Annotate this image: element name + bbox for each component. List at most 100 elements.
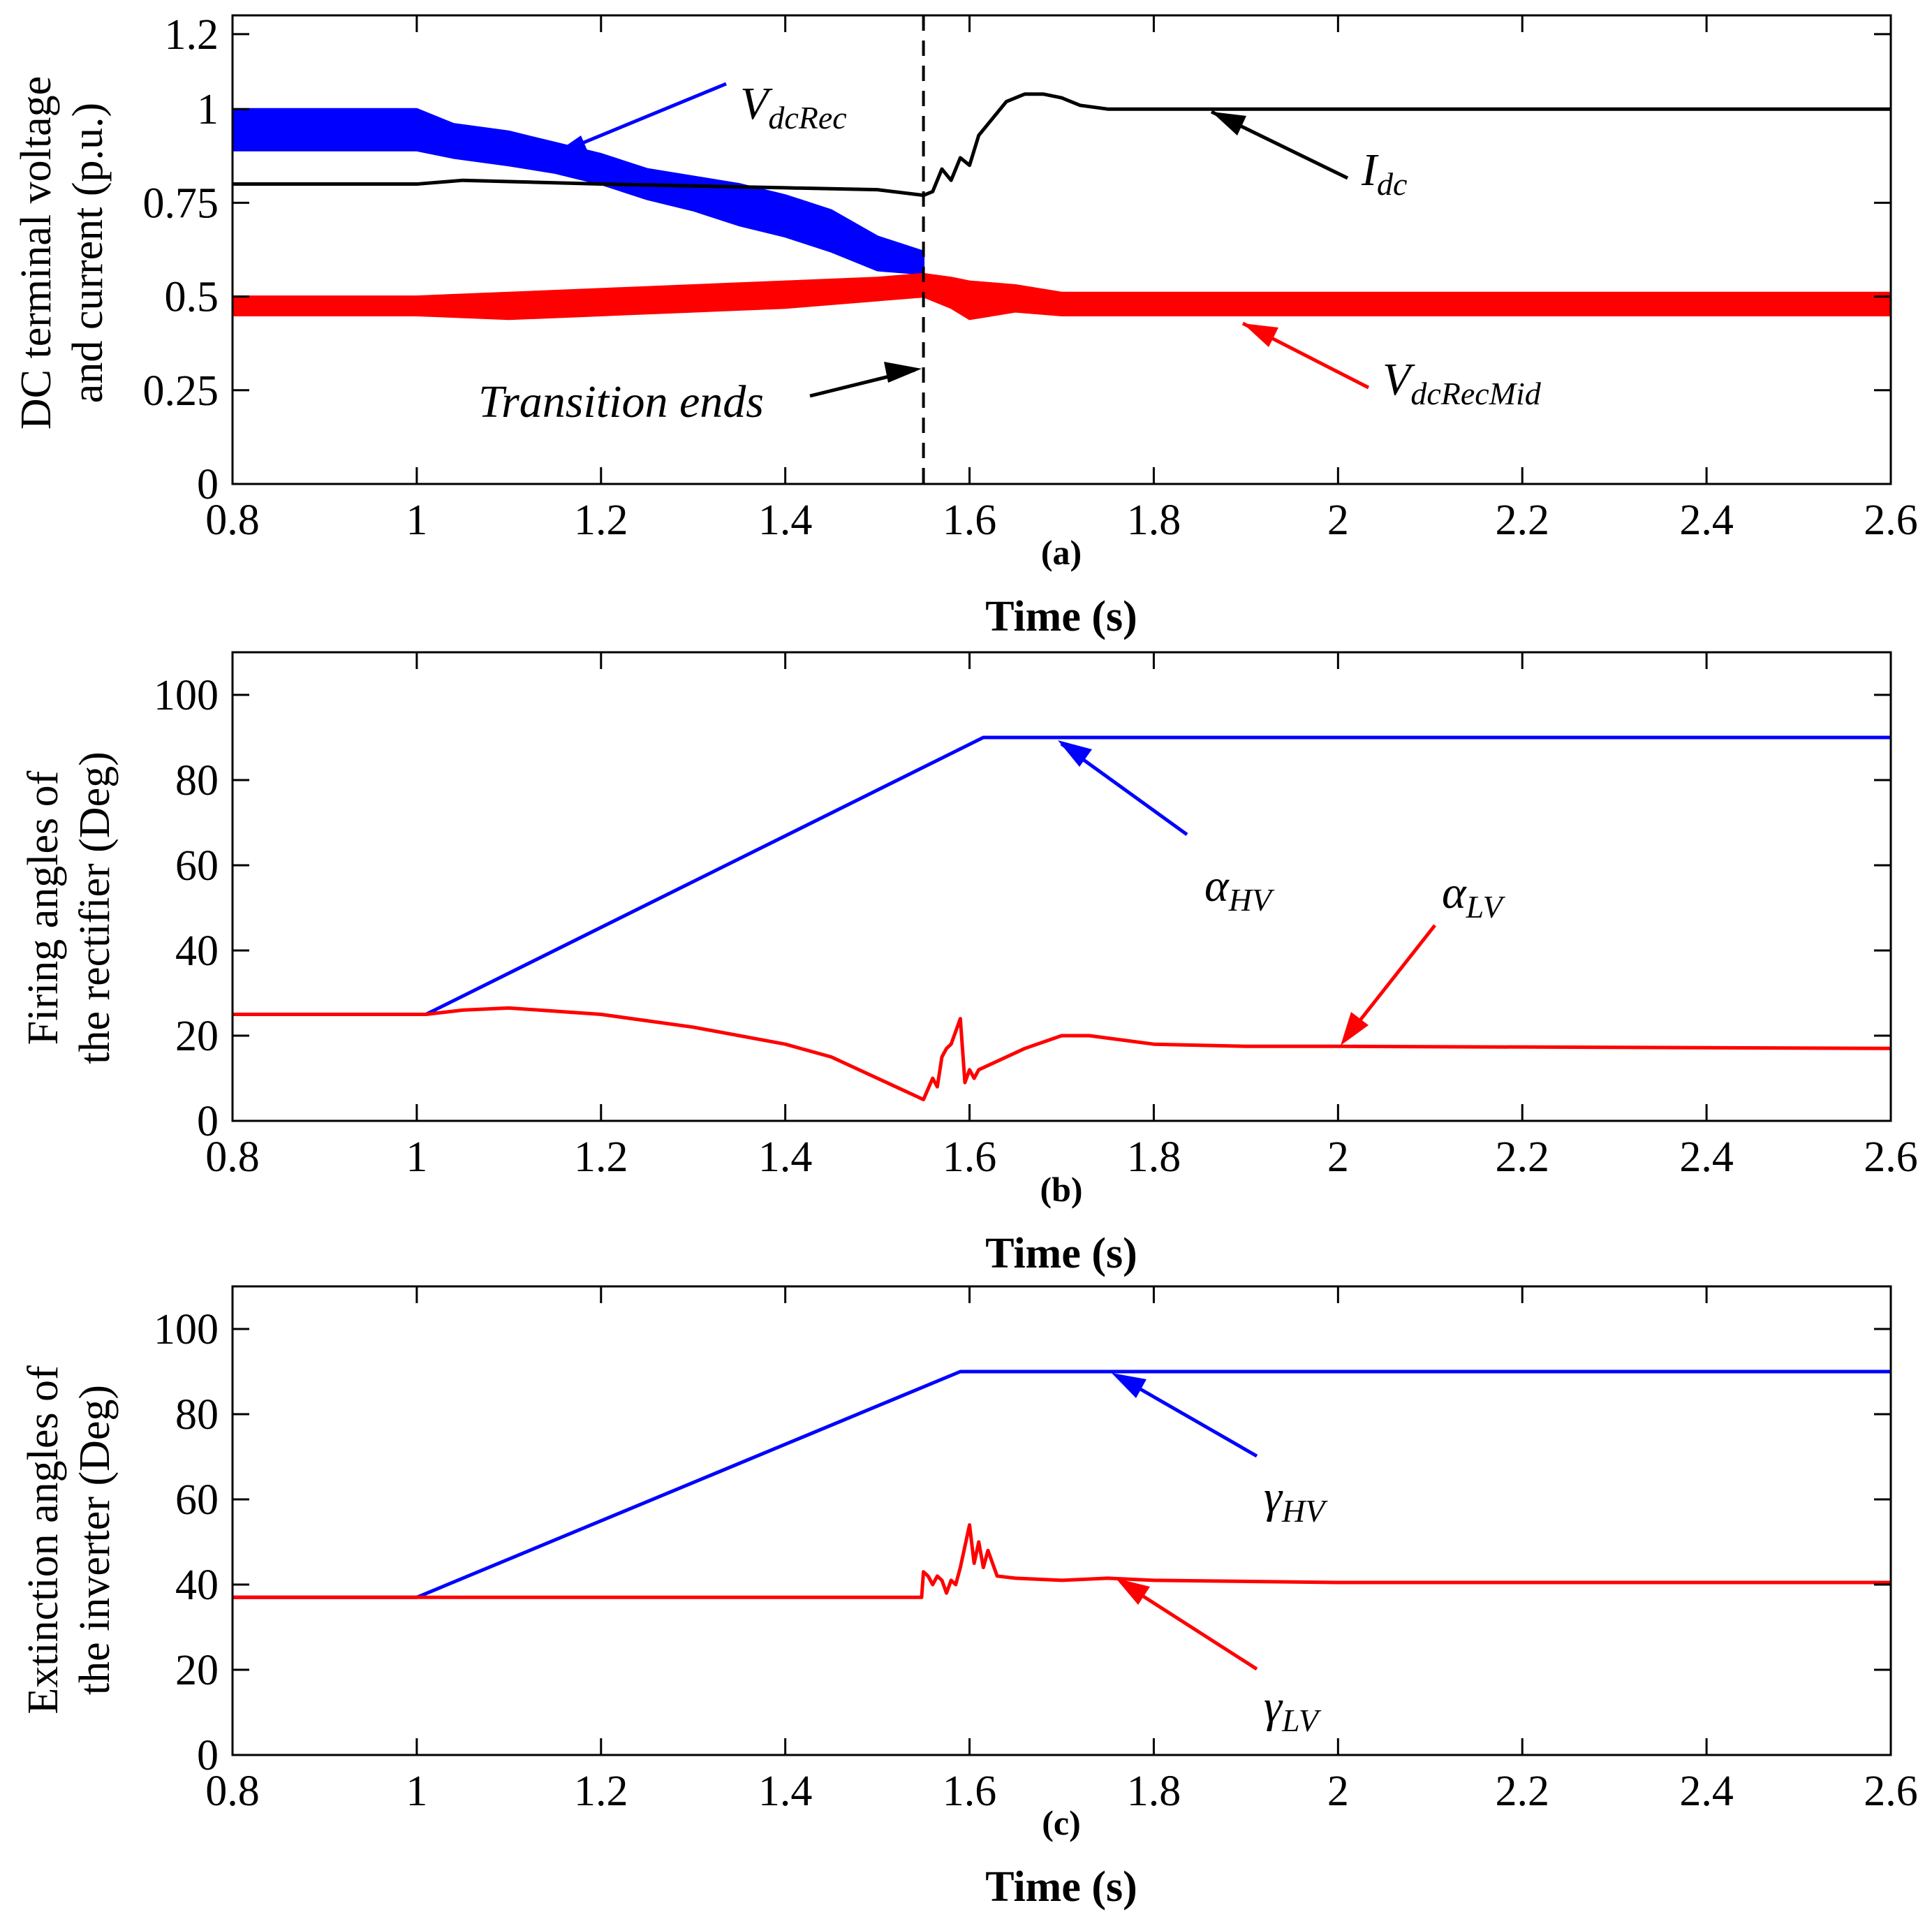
idc-series [233,92,1891,198]
gamma-lv-label-sub: LV [1281,1703,1322,1738]
transition-ends-label: Transition ends [478,376,764,427]
panel-b-x-axis-label: Time (s) [985,1230,1137,1277]
panel-a-x-tick-label: 0.8 [205,497,260,544]
transition-ends-arrowhead [884,362,922,383]
panel-a-x-tick-label: 2 [1327,497,1349,544]
panel-a: 0.8 1 1.2 1.4 1.6 1.8 2 2.2 2.4 2.6 0 0.25 0.5 0.75 1 1… [13,11,1918,640]
vdcrec-label: VdcRec [740,78,847,135]
panel-b-x-tick-label: 1.6 [943,1133,997,1181]
panel-c-label: (c) [1042,1803,1081,1842]
panel-b-x-tick-label: 2 [1327,1133,1349,1181]
panel-c-x-axis-label: Time (s) [985,1863,1137,1911]
panel-c-plot-area [233,1369,1891,1599]
panel-c-x-tick-label: 1.4 [758,1768,813,1815]
gamma-lv-series [233,1523,1891,1599]
vdcrec-arrowhead [552,135,589,156]
panel-a-y-axis-label-line2: and current (p.u.) [64,103,112,403]
panel-a-label: (a) [1041,533,1082,572]
panel-a-x-tick-label: 2.2 [1495,497,1549,544]
panel-a-x-tick-label: 1.6 [943,497,997,544]
idc-label-sub: dc [1377,166,1407,202]
panel-a-plot-area [231,15,1892,484]
panel-b-x-tick-label: 2.4 [1679,1133,1734,1181]
panel-c-x-tick-label: 1.8 [1127,1768,1181,1815]
panel-c-x-tick-label: 2.2 [1495,1768,1549,1815]
panel-b-y-tick-label: 60 [175,842,219,890]
panel-b-x-tick-label: 1.8 [1127,1133,1181,1181]
gamma-lv-label: γLV [1264,1681,1322,1738]
alpha-lv-label: αLV [1442,867,1506,925]
gamma-hv-arrowhead [1112,1373,1146,1398]
panel-b-y-tick-label: 20 [175,1013,219,1060]
panel-b-y-tick-label: 40 [175,927,219,975]
panel-a-y-tick-label: 1.2 [165,11,219,59]
panel-a-ticks: 0.8 1 1.2 1.4 1.6 1.8 2 2.2 2.4 2.6 0 0.25 0.5 0.75 1 1… [143,11,1918,544]
panel-c-axes-box [231,1285,1892,1756]
panel-c-x-tick-label: 1.2 [574,1768,628,1815]
panel-a-y-tick-label: 0 [197,461,219,508]
panel-c-x-tick-label: 1.6 [943,1768,997,1815]
gamma-hv-label-sub: HV [1281,1493,1328,1529]
panel-b-y-axis-label-line1: Firing angles of [20,770,67,1045]
alpha-hv-label: αHV [1204,860,1275,918]
panel-b-x-tick-label: 2.6 [1864,1133,1918,1181]
panel-a-x-tick-label: 2.4 [1679,497,1734,544]
vdcrec-label-sub: dcRec [768,100,846,135]
panel-a-y-axis-label-line1: DC terminal voltage [13,76,60,429]
panel-b-y-axis-label-line2: the rectifier (Deg) [71,751,119,1064]
panel-a-x-tick-label: 1.8 [1127,497,1181,544]
idc-label: Idc [1361,145,1407,202]
vdcrec-label-main: V [740,78,773,129]
panel-c-y-axis-label-line2: the inverter (Deg) [71,1385,119,1695]
panel-c-x-tick-label: 2.6 [1864,1768,1918,1815]
gamma-hv-series [233,1369,1891,1599]
vdcrecmid-arrowhead [1243,323,1278,347]
alpha-lv-label-sub: LV [1466,889,1506,925]
panel-c-x-tick-label: 0.8 [205,1768,260,1815]
panel-b-x-tick-label: 1.4 [758,1133,813,1181]
panel-b-x-tick-label: 2.2 [1495,1133,1549,1181]
panel-b-y-tick-label: 100 [154,672,219,719]
alpha-hv-arrowhead [1058,740,1092,767]
panel-b-label: (b) [1040,1170,1082,1209]
panel-a-x-tick-label: 1.4 [758,497,813,544]
panel-a-x-tick-label: 2.6 [1864,497,1918,544]
panel-a-x-tick-label: 1 [406,497,427,544]
panel-a-y-tick-label: 1 [197,86,219,133]
panel-c-y-tick-label: 100 [154,1306,219,1353]
panel-a-x-axis-label: Time (s) [985,593,1137,640]
gamma-hv-label: γHV [1264,1471,1328,1529]
panel-a-y-tick-label: 0.5 [165,274,219,321]
panel-b-x-tick-label: 1.2 [574,1133,628,1181]
gamma-hv-label-main: γ [1264,1471,1283,1522]
panel-a-axes-box [231,14,1892,485]
vdcrecmid-series [231,272,1892,321]
panel-b-x-tick-label: 0.8 [205,1133,260,1181]
panel-c-x-tick-label: 1 [406,1768,427,1815]
panel-b-ticks: 0.8 1 1.2 1.4 1.6 1.8 2 2.2 2.4 2.6 0 20 40 60 80 100 [154,652,1918,1181]
panel-c: 0.8 1 1.2 1.4 1.6 1.8 2 2.2 2.4 2.6 0 20 40 60 80 100 (… [20,1285,1918,1911]
panel-b-plot-area [233,735,1892,1101]
alpha-hv-label-sub: HV [1228,882,1275,918]
alpha-lv-label-main: α [1442,867,1467,918]
panel-c-y-tick-label: 0 [197,1732,219,1779]
panel-b: 0.8 1 1.2 1.4 1.6 1.8 2 2.2 2.4 2.6 0 20 40 60 80 100 (… [20,651,1918,1277]
panel-c-y-tick-label: 60 [175,1476,219,1524]
alpha-lv-series [233,1006,1892,1101]
panel-c-y-axis-label-line1: Extinction angles of [20,1365,67,1714]
alpha-lv-arrowhead [1341,1012,1369,1045]
panel-c-x-tick-label: 2 [1327,1768,1349,1815]
vdcrecmid-label-main: V [1382,354,1415,405]
panel-a-y-tick-label: 0.25 [143,367,219,415]
gamma-lv-arrowhead [1116,1578,1150,1605]
panel-a-y-tick-label: 0.75 [143,179,219,227]
panel-a-x-tick-label: 1.2 [574,497,628,544]
idc-label-main: I [1361,145,1379,196]
panel-c-y-tick-label: 80 [175,1391,219,1439]
vdcrecmid-label: VdcRecMid [1382,354,1542,411]
gamma-lv-label-main: γ [1264,1681,1283,1732]
panel-c-y-tick-label: 40 [175,1562,219,1609]
idc-arrowhead [1211,112,1246,135]
panel-b-x-tick-label: 1 [406,1133,427,1181]
